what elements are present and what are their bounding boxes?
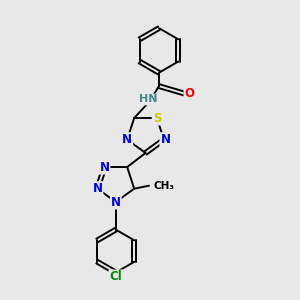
Text: Cl: Cl — [110, 270, 122, 284]
Text: S: S — [153, 112, 161, 124]
Text: N: N — [160, 133, 170, 146]
Text: HN: HN — [139, 94, 158, 104]
Text: CH₃: CH₃ — [154, 181, 175, 191]
Text: N: N — [111, 196, 121, 208]
Text: N: N — [92, 182, 102, 195]
Text: N: N — [100, 160, 110, 174]
Text: N: N — [122, 133, 132, 146]
Text: O: O — [184, 87, 194, 100]
